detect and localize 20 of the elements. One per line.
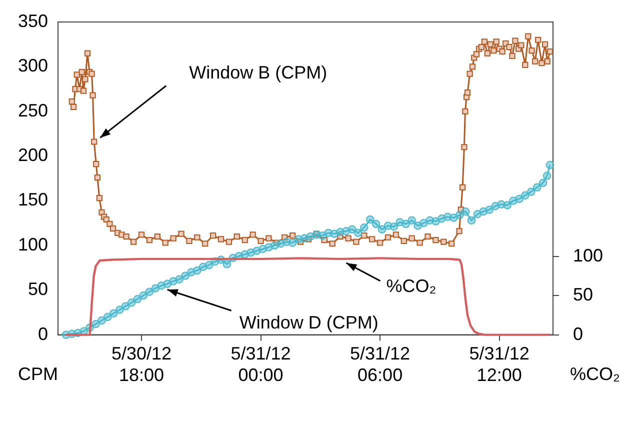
y-tick-label: 200	[18, 145, 48, 166]
text: Window D (CPM)	[239, 312, 378, 333]
y-tick-label: 0	[38, 324, 48, 344]
x-tick-label: 5/31/12 00:00	[230, 344, 291, 386]
series-label: %CO₂	[386, 276, 436, 296]
y-tick-label: 150	[18, 190, 48, 210]
x-tick-label: 5/31/12 12:00	[469, 344, 530, 386]
y-tick-label: 100	[18, 234, 48, 254]
y-tick-label: 300	[18, 56, 48, 76]
y-tick-label: 250	[18, 100, 48, 120]
y2-tick-label: 50	[573, 284, 594, 305]
y-axis-title: CPM	[18, 364, 58, 384]
y-tick-label: 50	[28, 279, 48, 300]
x-tick-label: 5/30/12 18:00	[111, 344, 172, 386]
x-tick-label: 5/31/12 06:00	[350, 344, 410, 386]
y-tick-label: 350	[18, 10, 48, 31]
y2-tick-label: 100	[573, 246, 604, 266]
text: Window B (CPM)	[189, 62, 328, 83]
y2-axis-title: %CO₂	[570, 364, 620, 384]
y2-tick-label: 0	[573, 324, 584, 344]
